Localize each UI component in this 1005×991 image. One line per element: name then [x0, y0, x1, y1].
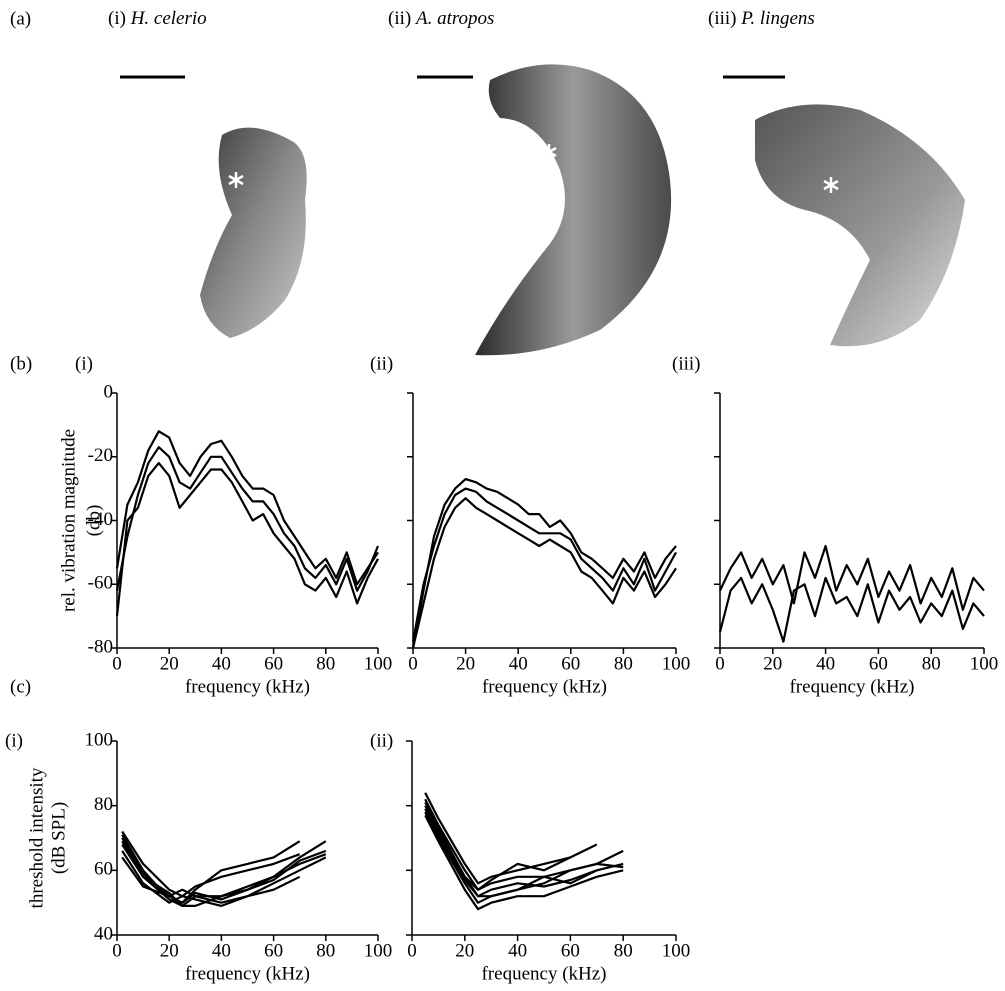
panel-numeral: (i) [5, 730, 23, 751]
x-tick-label: 0 [408, 653, 418, 674]
y-tick-label: 0 [104, 381, 114, 402]
y-tick-label: 100 [85, 729, 114, 750]
data-line [115, 462, 379, 617]
data-line [718, 576, 985, 643]
x-tick-label: 40 [509, 653, 528, 674]
specimen-photo [755, 104, 965, 347]
x-axis-label: frequency (kHz) [481, 963, 606, 984]
data-line [411, 497, 677, 649]
panel-label: (b) [10, 353, 32, 374]
panel-numeral: (i) [75, 353, 93, 374]
y-tick-label: -80 [88, 636, 113, 657]
x-tick-label: 60 [561, 653, 580, 674]
x-tick-label: 0 [715, 653, 725, 674]
species-numeral: (ii) [388, 8, 411, 29]
data-line [719, 544, 985, 611]
x-axis-label: frequency (kHz) [185, 676, 310, 697]
x-tick-label: 100 [662, 653, 691, 674]
specimen-photo [200, 127, 307, 338]
species-label: (iii) P. lingens [708, 8, 815, 29]
x-tick-label: 100 [364, 940, 393, 961]
species-label: (ii) A. atropos [388, 8, 494, 29]
data-line [411, 487, 677, 642]
panel-label: (c) [10, 676, 31, 697]
data-line [121, 840, 301, 907]
x-tick-label: 40 [816, 653, 835, 674]
species-numeral: (i) [108, 8, 126, 29]
x-tick-label: 60 [869, 653, 888, 674]
x-axis-label: frequency (kHz) [185, 963, 310, 984]
species-numeral: (iii) [708, 8, 737, 29]
y-axis-label: rel. vibration magnitude [58, 429, 79, 612]
data-line [121, 830, 301, 898]
x-tick-label: 20 [160, 653, 179, 674]
x-tick-label: 20 [456, 653, 475, 674]
species-name: P. lingens [740, 8, 815, 29]
x-axis-label: frequency (kHz) [789, 676, 914, 697]
data-line [121, 853, 327, 904]
data-line [424, 801, 571, 891]
x-tick-label: 80 [922, 653, 941, 674]
species-name: A. atropos [414, 8, 494, 29]
x-tick-label: 80 [614, 940, 633, 961]
x-tick-label: 60 [264, 653, 283, 674]
x-axis-label: frequency (kHz) [482, 676, 607, 697]
x-tick-label: 100 [364, 653, 393, 674]
y-tick-label: 80 [94, 794, 113, 815]
panel-label: (a) [10, 8, 31, 29]
x-tick-label: 40 [212, 940, 231, 961]
panel-numeral: (ii) [370, 730, 393, 751]
x-tick-label: 0 [112, 940, 122, 961]
x-tick-label: 20 [160, 940, 179, 961]
x-tick-label: 80 [316, 653, 335, 674]
x-tick-label: 100 [970, 653, 999, 674]
x-tick-label: 100 [662, 940, 691, 961]
data-line [424, 792, 598, 885]
y-tick-label: 60 [94, 859, 113, 880]
panel-numeral: (iii) [672, 353, 701, 374]
y-tick-label: -20 [88, 445, 113, 466]
species-name: H. celerio [130, 8, 207, 29]
x-tick-label: 40 [212, 653, 231, 674]
data-line [424, 814, 624, 911]
x-tick-label: 80 [316, 940, 335, 961]
species-label: (i) H. celerio [108, 8, 207, 29]
y-tick-label: 40 [94, 923, 113, 944]
x-tick-label: 20 [763, 653, 782, 674]
y-axis-label: (dB SPL) [48, 802, 69, 874]
asterisk-marker [228, 144, 839, 193]
x-tick-label: 20 [455, 940, 474, 961]
data-line [424, 808, 598, 898]
y-tick-label: -40 [88, 509, 113, 530]
panel-numeral: (ii) [370, 353, 393, 374]
x-tick-label: 60 [264, 940, 283, 961]
y-tick-label: -60 [88, 573, 113, 594]
x-tick-label: 0 [407, 940, 417, 961]
specimen-photo [475, 64, 672, 356]
data-line [411, 478, 677, 649]
x-tick-label: 40 [508, 940, 527, 961]
data-line [424, 805, 624, 898]
data-line [121, 850, 327, 907]
data-line [115, 446, 380, 592]
data-line [424, 798, 624, 891]
data-line [115, 430, 379, 586]
y-axis-label: threshold intensity [26, 767, 47, 908]
x-tick-label: 60 [561, 940, 580, 961]
x-tick-label: 80 [614, 653, 633, 674]
x-tick-label: 0 [112, 653, 122, 674]
y-axis-label: (db) [83, 505, 104, 537]
